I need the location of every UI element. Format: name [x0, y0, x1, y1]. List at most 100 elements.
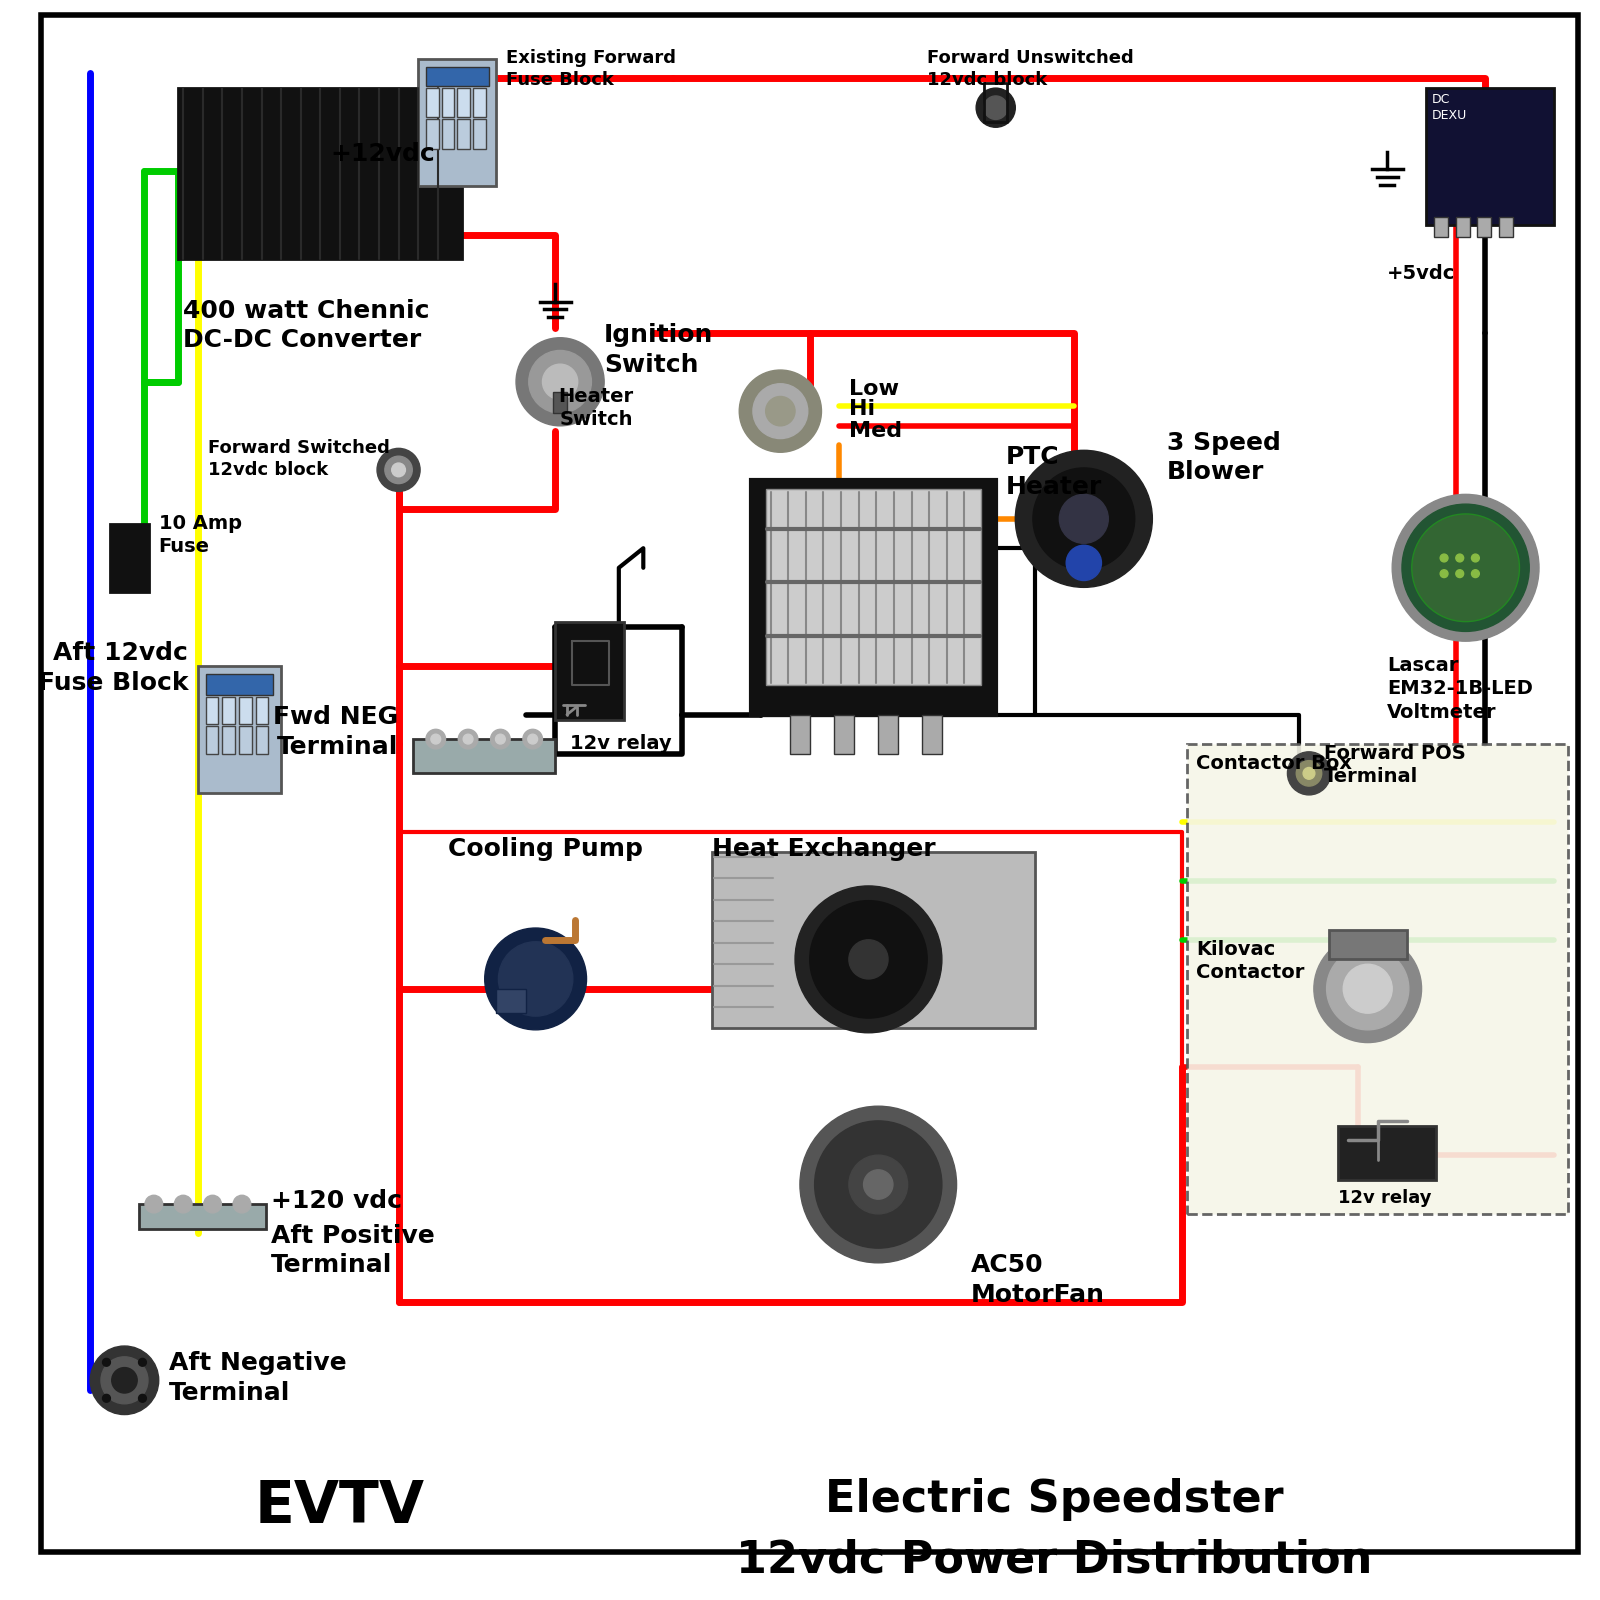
Bar [766, 490, 981, 685]
Bar [1499, 218, 1512, 237]
Circle shape [517, 338, 605, 426]
Circle shape [1440, 554, 1448, 562]
Circle shape [426, 730, 445, 749]
Circle shape [386, 456, 413, 483]
Circle shape [1288, 752, 1331, 795]
Circle shape [850, 939, 888, 979]
Bar [458, 120, 470, 149]
Text: Heat Exchanger: Heat Exchanger [712, 837, 936, 861]
Text: AC50
MotorFan: AC50 MotorFan [971, 1253, 1106, 1307]
Bar [426, 67, 488, 86]
Text: Existing Forward
Fuse Block: Existing Forward Fuse Block [506, 50, 677, 90]
Bar [206, 726, 219, 754]
Bar [834, 715, 854, 754]
Circle shape [378, 448, 421, 491]
Circle shape [139, 1358, 146, 1366]
Circle shape [90, 1346, 158, 1414]
Circle shape [1456, 570, 1464, 578]
Bar [555, 622, 624, 720]
Text: Ignition
Switch: Ignition Switch [605, 323, 714, 376]
Bar [139, 1205, 267, 1229]
Bar [474, 88, 486, 117]
Circle shape [1059, 494, 1109, 544]
Bar [790, 715, 810, 754]
Bar [878, 715, 898, 754]
Text: 400 watt Chennic
DC-DC Converter: 400 watt Chennic DC-DC Converter [184, 299, 430, 352]
Text: Forward POS
Terminal: Forward POS Terminal [1323, 744, 1466, 787]
Bar [256, 726, 269, 754]
Circle shape [101, 1357, 147, 1403]
Circle shape [392, 462, 405, 477]
Circle shape [814, 1122, 942, 1248]
Bar [1427, 88, 1554, 226]
Bar [222, 726, 235, 754]
Bar [418, 59, 496, 186]
Text: Kilovac
Contactor: Kilovac Contactor [1197, 939, 1304, 982]
Circle shape [1296, 760, 1322, 786]
Text: Aft 12vdc
Fuse Block: Aft 12vdc Fuse Block [37, 642, 189, 694]
Text: Fwd NEG
Terminal: Fwd NEG Terminal [274, 706, 398, 758]
Circle shape [102, 1394, 110, 1402]
Text: PTC
Heater: PTC Heater [1005, 445, 1102, 499]
Circle shape [462, 734, 474, 744]
Circle shape [864, 1170, 893, 1198]
Circle shape [174, 1195, 192, 1213]
Bar [222, 698, 235, 725]
Text: 12v relay: 12v relay [1338, 1189, 1432, 1208]
Bar [496, 989, 526, 1013]
Text: Aft Negative
Terminal: Aft Negative Terminal [168, 1350, 346, 1405]
Circle shape [102, 1358, 110, 1366]
Circle shape [739, 370, 821, 453]
Bar [554, 392, 566, 413]
Circle shape [542, 365, 578, 400]
Circle shape [1016, 450, 1152, 587]
Bar [458, 88, 470, 117]
Circle shape [1326, 947, 1410, 1030]
Bar [1477, 218, 1491, 237]
Bar [206, 674, 274, 694]
FancyBboxPatch shape [42, 14, 1578, 1552]
Bar [712, 851, 1035, 1027]
Bar [426, 120, 438, 149]
Circle shape [1344, 965, 1392, 1013]
Circle shape [810, 901, 926, 1018]
Circle shape [112, 1368, 138, 1394]
Bar [1328, 930, 1406, 960]
Bar [413, 739, 555, 773]
Bar [198, 666, 282, 794]
Text: Heater
Switch: Heater Switch [558, 387, 634, 429]
Circle shape [491, 730, 510, 749]
Bar [110, 523, 149, 592]
Bar [922, 715, 942, 754]
Bar [1456, 218, 1469, 237]
Circle shape [139, 1394, 146, 1402]
Circle shape [1456, 554, 1464, 562]
Circle shape [1440, 570, 1448, 578]
Circle shape [850, 1155, 907, 1214]
Bar [474, 120, 486, 149]
Text: Forward Unswitched
12vdc block: Forward Unswitched 12vdc block [926, 50, 1134, 90]
Bar [442, 88, 454, 117]
Text: Electric Speedster
12vdc Power Distribution: Electric Speedster 12vdc Power Distribut… [736, 1478, 1373, 1581]
Circle shape [1034, 467, 1134, 570]
Text: +12vdc: +12vdc [330, 142, 435, 166]
Circle shape [1472, 570, 1480, 578]
Circle shape [523, 730, 542, 749]
Circle shape [430, 734, 440, 744]
Circle shape [146, 1195, 163, 1213]
Circle shape [1314, 934, 1421, 1043]
Text: Aft Positive
Terminal: Aft Positive Terminal [272, 1224, 435, 1277]
Circle shape [1402, 504, 1530, 632]
Text: Forward Switched
12vdc block: Forward Switched 12vdc block [208, 438, 389, 478]
Circle shape [1392, 494, 1539, 642]
Circle shape [1411, 514, 1520, 622]
Circle shape [800, 1106, 957, 1262]
Bar [256, 698, 269, 725]
Circle shape [1472, 554, 1480, 562]
Text: Contactor Box: Contactor Box [1197, 754, 1352, 773]
Circle shape [496, 734, 506, 744]
Circle shape [234, 1195, 251, 1213]
Text: EVTV: EVTV [254, 1478, 426, 1534]
Text: Med: Med [850, 421, 902, 440]
Text: Hi: Hi [850, 398, 875, 419]
